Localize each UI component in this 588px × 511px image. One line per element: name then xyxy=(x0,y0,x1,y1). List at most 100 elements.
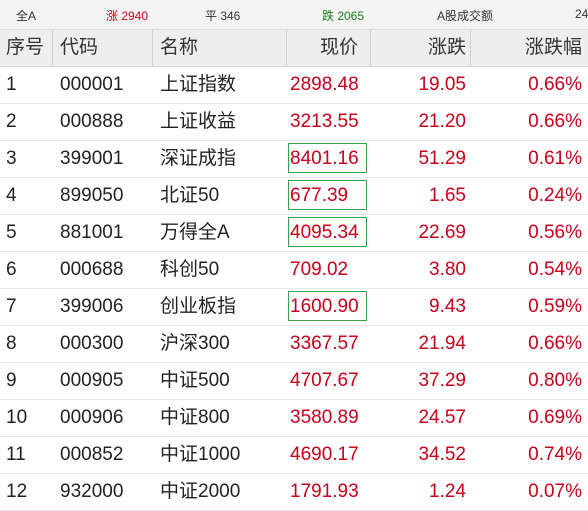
row-price: 3213.55 xyxy=(290,111,359,132)
market-all-label[interactable]: 全A xyxy=(16,9,37,23)
index-quote-table: 1 000001 上证指数 2898.48 19.05 0.66% 2 000888 上证收益 3… xyxy=(0,67,588,511)
row-change-pct: 0.24% xyxy=(528,185,582,206)
market-summary-bar: 全A 涨 2940 平 346 跌 2065 A股成交额 24 xyxy=(0,0,588,30)
row-name: 万得全A xyxy=(160,222,230,243)
row-index: 9 xyxy=(6,370,17,391)
table-row[interactable]: 11 000852 中证1000 4690.17 34.52 0.74% xyxy=(0,437,588,474)
row-name: 中证500 xyxy=(160,370,230,391)
table-row[interactable]: 2 000888 上证收益 3213.55 21.20 0.66% xyxy=(0,104,588,141)
column-divider xyxy=(470,30,471,66)
table-row[interactable]: 10 000906 中证800 3580.89 24.57 0.69% xyxy=(0,400,588,437)
rise-count: 涨 2940 xyxy=(106,9,149,23)
row-change: 37.29 xyxy=(418,370,466,391)
row-change: 21.20 xyxy=(418,111,466,132)
row-name: 创业板指 xyxy=(160,296,237,317)
row-change-pct: 0.66% xyxy=(528,111,582,132)
row-change: 1.24 xyxy=(429,481,466,502)
row-change-pct: 0.66% xyxy=(528,333,582,354)
row-price: 4690.17 xyxy=(290,444,359,465)
row-code: 932000 xyxy=(60,481,124,502)
row-price: 4707.67 xyxy=(290,370,359,391)
column-header-code[interactable]: 代码 xyxy=(60,37,99,58)
row-change: 9.43 xyxy=(429,296,466,317)
row-index: 5 xyxy=(6,222,17,243)
column-header-change[interactable]: 涨跌 xyxy=(427,37,466,58)
row-name: 上证收益 xyxy=(160,111,237,132)
price-flash-highlight xyxy=(288,180,367,210)
row-change: 21.94 xyxy=(418,333,466,354)
row-code: 399001 xyxy=(60,148,124,169)
row-code: 000001 xyxy=(60,74,124,95)
row-name: 上证指数 xyxy=(160,74,237,95)
row-index: 4 xyxy=(6,185,17,206)
table-row[interactable]: 12 932000 中证2000 1791.93 1.24 0.07% xyxy=(0,474,588,511)
row-change-pct: 0.07% xyxy=(528,481,582,502)
price-flash-highlight xyxy=(288,143,367,173)
row-index: 1 xyxy=(6,74,17,95)
row-change-pct: 0.74% xyxy=(528,444,582,465)
table-row[interactable]: 6 000688 科创50 709.02 3.80 0.54% xyxy=(0,252,588,289)
row-change: 34.52 xyxy=(418,444,466,465)
row-code: 000905 xyxy=(60,370,124,391)
table-header: 序号 代码 名称 现价 涨跌 涨跌幅 xyxy=(0,30,588,67)
fall-count: 跌 2065 xyxy=(322,9,365,23)
row-change: 22.69 xyxy=(418,222,466,243)
column-header-index[interactable]: 序号 xyxy=(6,37,45,58)
row-change: 19.05 xyxy=(418,74,466,95)
row-price: 1600.90 xyxy=(290,296,359,317)
row-code: 899050 xyxy=(60,185,124,206)
row-price: 709.02 xyxy=(290,259,349,280)
row-name: 中证1000 xyxy=(160,444,241,465)
row-index: 11 xyxy=(6,444,26,465)
turnover-label: A股成交额 xyxy=(437,9,494,23)
row-change-pct: 0.61% xyxy=(528,148,582,169)
row-code: 881001 xyxy=(60,222,124,243)
table-row[interactable]: 8 000300 沪深300 3367.57 21.94 0.66% xyxy=(0,326,588,363)
row-code: 000688 xyxy=(60,259,124,280)
column-divider xyxy=(52,30,53,66)
row-index: 2 xyxy=(6,111,17,132)
row-change-pct: 0.69% xyxy=(528,407,582,428)
row-index: 10 xyxy=(6,407,28,428)
row-change: 51.29 xyxy=(418,148,466,169)
table-row[interactable]: 7 399006 创业板指 1600.90 9.43 0.59% xyxy=(0,289,588,326)
column-divider xyxy=(286,30,287,66)
row-name: 沪深300 xyxy=(160,333,230,354)
row-price: 4095.34 xyxy=(290,222,359,243)
table-row[interactable]: 3 399001 深证成指 8401.16 51.29 0.61% xyxy=(0,141,588,178)
row-name: 北证50 xyxy=(160,185,220,206)
row-price: 3367.57 xyxy=(290,333,359,354)
row-index: 3 xyxy=(6,148,17,169)
row-name: 科创50 xyxy=(160,259,220,280)
row-change-pct: 0.66% xyxy=(528,74,582,95)
table-row[interactable]: 5 881001 万得全A 4095.34 22.69 0.56% xyxy=(0,215,588,252)
table-row[interactable]: 1 000001 上证指数 2898.48 19.05 0.66% xyxy=(0,67,588,104)
row-change-pct: 0.80% xyxy=(528,370,582,391)
row-price: 677.39 xyxy=(290,185,349,206)
row-code: 000300 xyxy=(60,333,124,354)
row-change-pct: 0.59% xyxy=(528,296,582,317)
turnover-value: 24 xyxy=(575,7,588,21)
column-header-change-pct[interactable]: 涨跌幅 xyxy=(524,37,582,58)
row-code: 000906 xyxy=(60,407,124,428)
row-change: 24.57 xyxy=(418,407,466,428)
row-code: 000888 xyxy=(60,111,124,132)
column-divider xyxy=(370,30,371,66)
row-price: 1791.93 xyxy=(290,481,359,502)
column-header-name[interactable]: 名称 xyxy=(160,37,199,58)
table-row[interactable]: 9 000905 中证500 4707.67 37.29 0.80% xyxy=(0,363,588,400)
row-name: 深证成指 xyxy=(160,148,237,169)
table-row[interactable]: 4 899050 北证50 677.39 1.65 0.24% xyxy=(0,178,588,215)
row-change: 1.65 xyxy=(429,185,466,206)
row-index: 6 xyxy=(6,259,17,280)
row-index: 12 xyxy=(6,481,28,502)
column-header-price[interactable]: 现价 xyxy=(320,37,359,58)
row-code: 000852 xyxy=(60,444,124,465)
row-name: 中证800 xyxy=(160,407,230,428)
row-code: 399006 xyxy=(60,296,124,317)
row-price: 3580.89 xyxy=(290,407,359,428)
row-price: 2898.48 xyxy=(290,74,359,95)
row-name: 中证2000 xyxy=(160,481,241,502)
flat-count: 平 346 xyxy=(205,9,241,23)
row-index: 8 xyxy=(6,333,17,354)
